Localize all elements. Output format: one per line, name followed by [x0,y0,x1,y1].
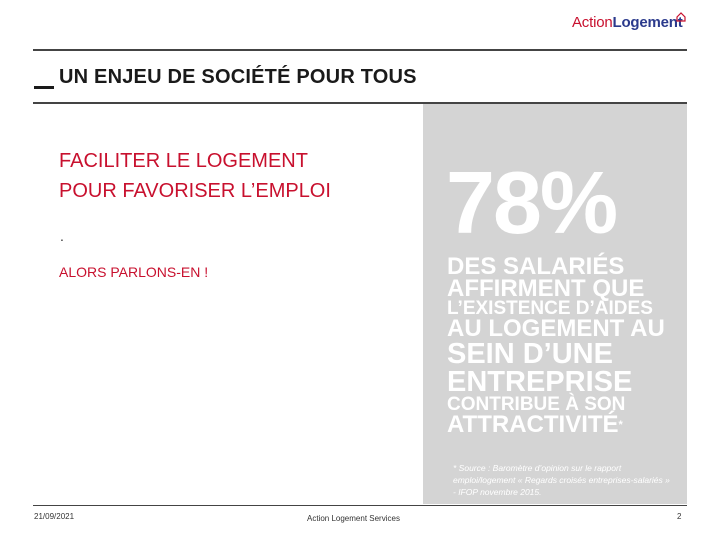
title-divider [33,102,687,104]
stat-line: ENTREPRISE [447,366,633,398]
stat-line: AU LOGEMENT AU [447,315,665,342]
stat-panel [423,104,687,504]
brand-logo-part2: Logement [612,14,683,31]
stat-line: L’EXISTENCE D’AIDES [447,298,653,319]
title-dash [34,86,54,89]
brand-logo: ActionLogement [572,14,683,31]
stat-line: AFFIRMENT QUE [447,275,645,302]
footer-date: 21/09/2021 [34,512,75,521]
top-divider [33,49,687,51]
house-logo-icon [676,12,686,22]
headline-line: POUR FAVORISER L’EMPLOI [59,180,331,202]
stat-line: DES SALARIÉS [447,253,625,280]
headline-line: FACILITER LE LOGEMENT [59,150,308,172]
source-note: * Source : Baromètre d’opinion sur le ra… [453,463,670,497]
bottom-divider [33,505,687,506]
stat-description: DES SALARIÉS AFFIRMENT QUE L’EXISTENCE D… [447,253,677,438]
stat-line: ATTRACTIVITÉ [447,411,619,438]
headline: FACILITER LE LOGEMENT POUR FAVORISER L’E… [59,146,331,206]
brand-logo-part1: Action [572,14,613,31]
stat-line: SEIN D’UNE [447,338,613,370]
page-number: 2 [677,512,682,521]
call-to-action: ALORS PARLONS-EN ! [59,264,209,280]
stat-line: CONTRIBUE À SON [447,394,626,415]
footnote-marker: * [618,419,623,431]
stat-value: 78% [446,153,618,252]
stat-line-last: ATTRACTIVITÉ* [447,411,677,438]
slide-title: UN ENJEU DE SOCIÉTÉ POUR TOUS [59,66,417,88]
separator-dot: . [60,228,64,244]
footer-organization: Action Logement Services [307,514,400,523]
